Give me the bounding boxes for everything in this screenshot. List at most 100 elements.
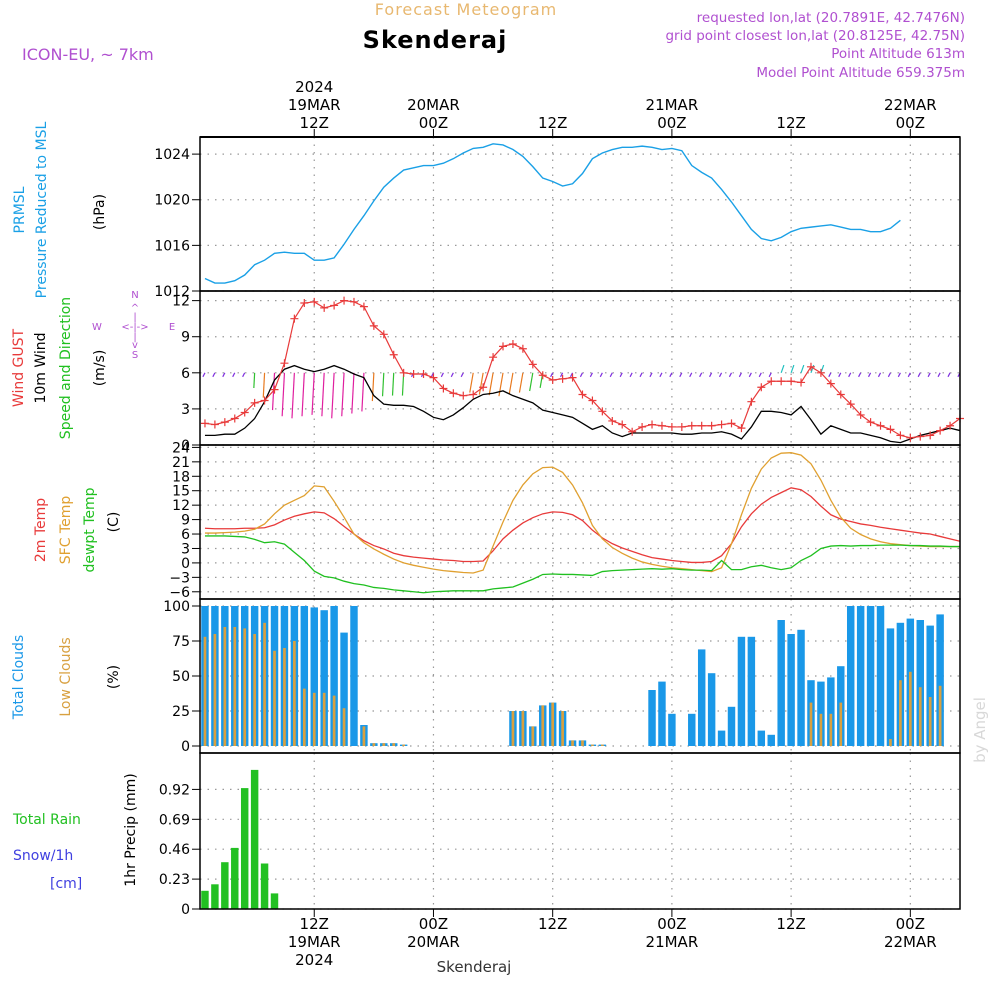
y-tick-label: 6 bbox=[181, 527, 190, 543]
bottom-time-label: 00Z bbox=[657, 915, 686, 933]
gust-marker bbox=[260, 396, 269, 405]
wind-direction-arrow bbox=[460, 372, 464, 378]
model-altitude: Model Point Altitude 659.375m bbox=[756, 65, 965, 81]
wind-direction-arrow bbox=[242, 372, 246, 378]
low-cloud-bar bbox=[551, 702, 555, 746]
gust-marker bbox=[906, 433, 915, 442]
low-cloud-bar bbox=[372, 743, 376, 746]
dewpoint-line bbox=[204, 535, 960, 594]
low-cloud-bar bbox=[938, 685, 942, 746]
wind-direction-arrow bbox=[321, 372, 325, 417]
y-tick-label: 12 bbox=[172, 498, 190, 514]
wind-gust-label: Wind GUST bbox=[11, 328, 27, 407]
y-tick-label: −3 bbox=[169, 570, 190, 586]
bottom-time-label: 22MAR bbox=[884, 933, 937, 951]
bottom-time-label: 00Z bbox=[896, 915, 925, 933]
wind-direction-arrow bbox=[609, 372, 613, 378]
gust-marker bbox=[469, 390, 478, 399]
wind-direction-arrow bbox=[937, 372, 941, 378]
gust-marker bbox=[409, 370, 418, 379]
low-cloud-bar bbox=[899, 680, 902, 746]
compass-w: W bbox=[92, 322, 102, 333]
wind-direction-arrow bbox=[768, 372, 772, 378]
total-cloud-bar bbox=[300, 606, 309, 746]
total-cloud-bar bbox=[886, 628, 895, 746]
top-time-label: 12Z bbox=[538, 114, 567, 132]
total-cloud-bar bbox=[350, 606, 358, 746]
wind-direction-arrow bbox=[430, 372, 434, 378]
wind-direction-arrow bbox=[391, 372, 395, 396]
gust-marker bbox=[707, 421, 716, 430]
gust-marker bbox=[399, 368, 408, 377]
total-cloud-bar bbox=[310, 607, 318, 746]
wind-direction-arrow bbox=[758, 372, 762, 378]
total-cloud-bar bbox=[787, 634, 795, 746]
gust-marker bbox=[389, 350, 398, 359]
wind-direction-arrow bbox=[728, 372, 733, 378]
y-tick-label: 6 bbox=[181, 366, 190, 382]
gust-marker bbox=[429, 373, 438, 382]
low-cloud-bar bbox=[223, 627, 227, 746]
location-title: Skenderaj bbox=[363, 26, 508, 54]
low-cloud-bar bbox=[382, 743, 386, 746]
top-time-label: 20MAR bbox=[407, 96, 460, 114]
plot-area: 1012101610201024036912−6−303691215182124… bbox=[154, 78, 964, 969]
low-cloud-bar bbox=[541, 705, 545, 746]
wind-direction-arrow bbox=[351, 372, 355, 414]
gust-marker bbox=[220, 418, 229, 427]
total-cloud-bar bbox=[856, 606, 865, 746]
low-cloud-bar bbox=[531, 726, 535, 746]
svg-text:^: ^ bbox=[131, 303, 139, 314]
total-cloud-bar bbox=[846, 606, 855, 746]
gust-marker bbox=[439, 384, 448, 393]
total-cloud-bar bbox=[827, 677, 835, 746]
pressure-line bbox=[204, 143, 901, 284]
wind-direction-arrow bbox=[619, 372, 623, 378]
y-tick-label: 25 bbox=[172, 704, 190, 720]
gust-marker bbox=[816, 368, 825, 377]
total-cloud-bar bbox=[727, 706, 736, 746]
total-cloud-bar bbox=[747, 636, 756, 746]
gust-marker bbox=[459, 391, 468, 400]
wind-direction-arrow bbox=[222, 372, 226, 378]
wind-direction-arrow bbox=[560, 372, 564, 378]
wind-direction-arrow bbox=[659, 372, 663, 378]
rain-bar bbox=[231, 847, 239, 909]
gust-marker bbox=[280, 359, 289, 368]
y-tick-label: 21 bbox=[172, 455, 190, 471]
panel-frame bbox=[199, 752, 961, 910]
wind-direction-arrow bbox=[599, 372, 603, 378]
gust-marker bbox=[787, 377, 796, 386]
gust-marker bbox=[518, 344, 527, 353]
y-tick-label: 1016 bbox=[154, 238, 190, 254]
gust-marker bbox=[588, 396, 597, 405]
gust-marker bbox=[677, 422, 686, 431]
wind-direction-arrow bbox=[790, 364, 795, 374]
wind-direction-arrow bbox=[478, 372, 484, 395]
wind-direction-arrow bbox=[927, 372, 931, 378]
wind-direction-arrow bbox=[361, 372, 365, 412]
gust-marker bbox=[250, 398, 259, 407]
wind-direction-arrow bbox=[469, 372, 474, 393]
rain-bar bbox=[250, 769, 259, 909]
wind-direction-arrow bbox=[867, 372, 872, 378]
bottom-time-label: 19MAR bbox=[288, 933, 341, 951]
y-tick-label: 1024 bbox=[154, 147, 190, 163]
wind-direction-arrow bbox=[848, 372, 852, 378]
total-cloud-bar bbox=[926, 625, 934, 746]
y-tick-label: 24 bbox=[172, 440, 190, 456]
wind-direction-arrow bbox=[709, 372, 713, 378]
total-cloud-bar bbox=[777, 620, 785, 746]
gust-marker bbox=[618, 420, 627, 429]
wind-direction-arrow bbox=[281, 372, 286, 417]
bottom-time-label: 00Z bbox=[419, 915, 448, 933]
gust-marker bbox=[330, 301, 339, 310]
total-cloud-bar bbox=[330, 606, 338, 746]
bottom-time-label: 21MAR bbox=[646, 933, 699, 951]
gust-marker bbox=[270, 385, 279, 394]
bottom-time-label: 12Z bbox=[300, 915, 329, 933]
wind-direction-arrow bbox=[371, 372, 375, 402]
gust-marker bbox=[657, 421, 666, 430]
bottom-time-label: 20MAR bbox=[407, 933, 460, 951]
low-cloud-bar bbox=[908, 671, 912, 746]
